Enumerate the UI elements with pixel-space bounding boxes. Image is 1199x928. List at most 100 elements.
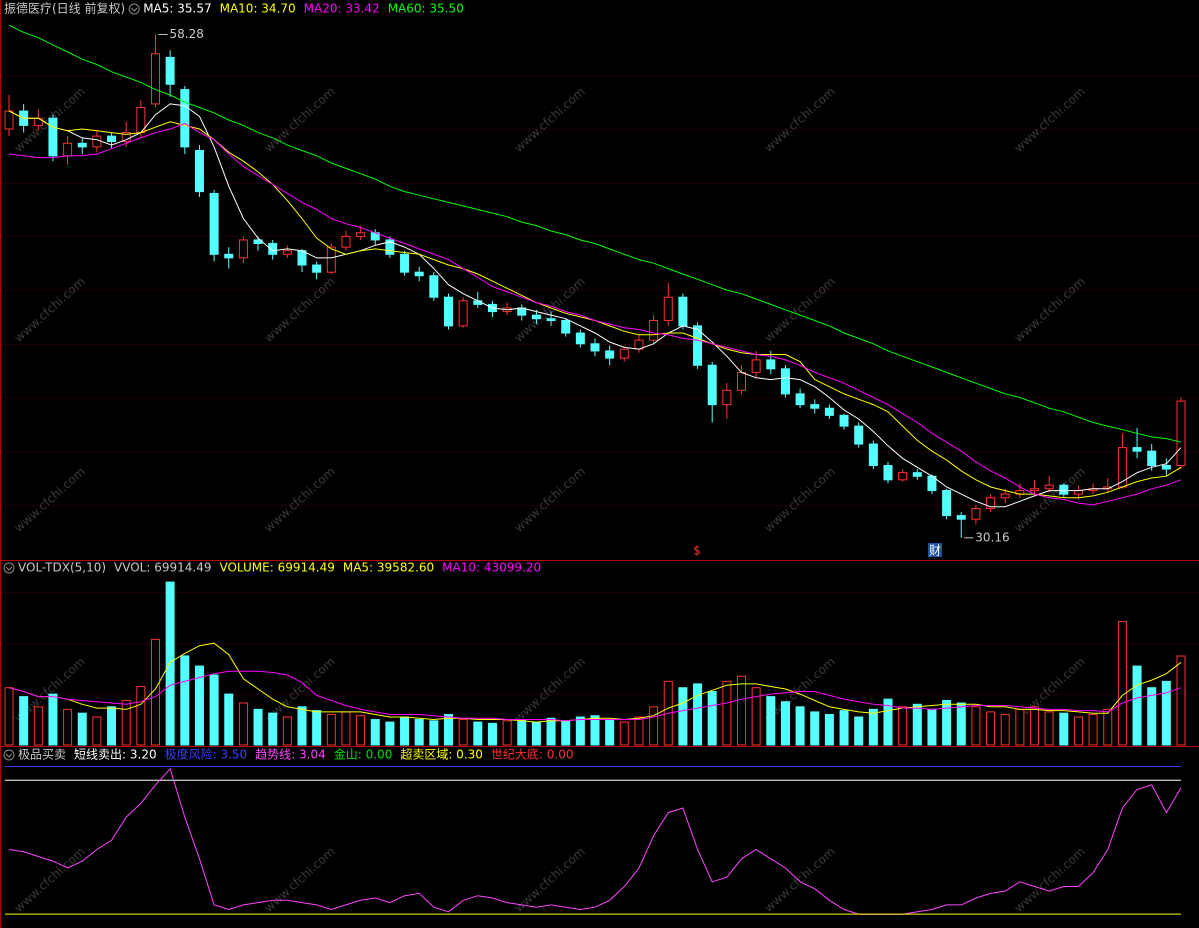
candle-body (619, 348, 629, 359)
chart-title: VOL-TDX(5,10) (18, 561, 106, 575)
candle-body (1030, 488, 1039, 492)
volume-bar (737, 675, 746, 746)
candle-body (1176, 400, 1186, 466)
volume-bar (487, 722, 497, 746)
legend-entry: 世纪大底: 0.00 (491, 747, 574, 762)
volume-bar (209, 674, 219, 746)
candle-body (868, 443, 878, 466)
candle-body (678, 296, 688, 327)
volume-bar (883, 698, 893, 746)
volume-bar (649, 706, 659, 746)
volume-bar (1176, 655, 1186, 746)
candle-body (268, 243, 278, 255)
volume-bar (1117, 621, 1127, 746)
volume-bar (590, 715, 600, 746)
candle-body (209, 192, 219, 255)
legend-entry: MA10: 43099.20 (442, 561, 541, 575)
candle-body (1000, 493, 1010, 499)
candle-body (561, 320, 571, 334)
volume-bar (341, 711, 351, 746)
candle-body (942, 490, 952, 517)
legend-entry: MA5: 35.57 (143, 2, 211, 16)
volume-bar (575, 716, 585, 746)
candle-body (766, 359, 776, 370)
volume-bar (429, 720, 439, 746)
candle-body (898, 472, 908, 481)
candle-body (605, 350, 615, 359)
legend-entry: 超卖区域: 0.30 (400, 747, 483, 762)
volume-bar (458, 719, 468, 746)
candle-body (737, 371, 746, 391)
candle-body (400, 253, 410, 273)
volume-bar (92, 716, 102, 746)
candle-body (1059, 484, 1069, 495)
chart-title: 极品买卖 (18, 748, 66, 762)
volume-bar (898, 706, 908, 746)
volume-bar (839, 710, 849, 746)
volume-bar (121, 699, 131, 746)
volume-bar (1147, 687, 1157, 746)
candle-body (707, 364, 717, 406)
candle-body (531, 314, 541, 320)
annotation: 58.28 (170, 27, 204, 41)
volume-bar (253, 708, 263, 746)
volume-bar (107, 706, 117, 746)
volume-bar (19, 696, 29, 746)
candle-body (282, 250, 292, 255)
volume-bar (956, 702, 966, 746)
candle-body (795, 393, 805, 406)
volume-bar (48, 693, 58, 746)
volume-bar (868, 708, 878, 746)
volume-bar (766, 696, 776, 746)
volume-bar (751, 687, 761, 746)
candle-body (107, 135, 117, 143)
volume-bar (1015, 708, 1025, 746)
legend-entry: 趋势线: 3.04 (255, 748, 326, 762)
volume-bar (77, 712, 87, 746)
menu-icon-arrow (5, 566, 13, 571)
legend-entry: 金山: 0.00 (334, 747, 393, 762)
candle-body (546, 318, 556, 322)
candle-body (92, 135, 102, 148)
candle-body (693, 325, 703, 366)
volume-bar (238, 702, 248, 746)
legend-entry: VVOL: 69914.49 (114, 561, 211, 575)
event-marker: $ (693, 544, 701, 558)
volume-bar (678, 687, 688, 746)
candle-body (180, 89, 190, 148)
chart-title: 振德医疗(日线 前复权) (4, 1, 125, 16)
volume-bar (780, 701, 790, 746)
volume-bar (268, 712, 278, 746)
candle-body (341, 235, 351, 248)
volume-bar (722, 680, 732, 746)
candle-body (780, 368, 790, 395)
volume-bar (634, 716, 644, 746)
legend-entry: MA20: 33.42 (304, 2, 380, 16)
candle-body (121, 132, 131, 143)
menu-icon (3, 749, 15, 761)
volume-bar (473, 721, 483, 746)
indicator-line (8, 767, 1182, 915)
volume-bar (282, 716, 292, 746)
candle-body (165, 56, 175, 85)
candle-body (971, 507, 981, 520)
legend-entry: 极度风险: 3.50 (165, 747, 248, 762)
volume-bar (927, 708, 937, 746)
volume-bar (942, 699, 952, 746)
indicator-line (8, 24, 1182, 443)
candle-body (575, 332, 585, 345)
candle-body (839, 414, 849, 427)
volume-bar (180, 655, 190, 746)
legend-entry: 短线卖出: 3.20 (74, 748, 157, 762)
volume-bar (400, 716, 410, 746)
volume-bar (795, 706, 805, 746)
candle-body (854, 425, 864, 445)
volume-bar (605, 719, 615, 746)
volume-bar (619, 721, 629, 746)
volume-bar (385, 721, 395, 746)
candle-body (414, 271, 424, 277)
volume-bar (33, 706, 43, 746)
volume-bar (1132, 665, 1142, 746)
candle-body (4, 110, 14, 130)
